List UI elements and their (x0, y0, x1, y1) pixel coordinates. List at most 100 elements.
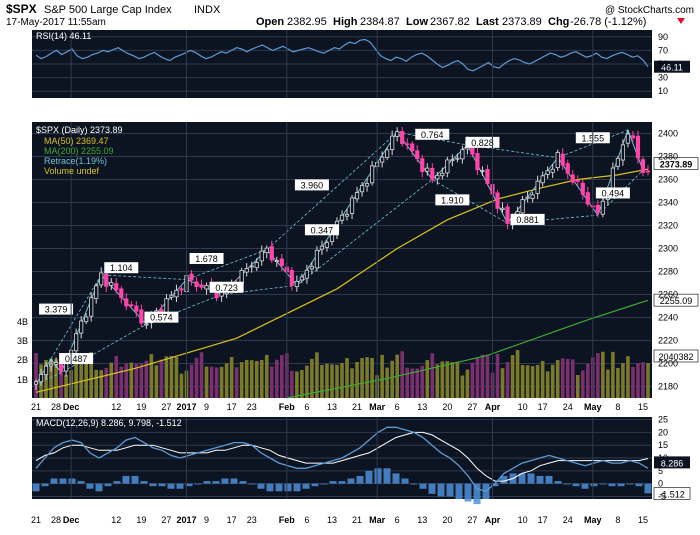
volume-bar (310, 358, 314, 398)
volume-bar (249, 360, 254, 398)
macd-tick-label: -5 (658, 491, 666, 501)
macd-histogram-bar (284, 483, 292, 492)
volume-bar (109, 362, 114, 398)
macd-histogram-bar (644, 483, 652, 494)
volume-bar (300, 369, 304, 398)
x-axis-label: 9 (204, 515, 209, 525)
volume-bar (621, 363, 625, 398)
down-arrow-icon (677, 18, 685, 24)
macd-histogram-bar (347, 478, 355, 484)
volume-bar (360, 358, 364, 398)
macd-histogram-bar (248, 483, 256, 485)
macd-histogram-bar (311, 483, 319, 487)
candle-body (475, 153, 480, 171)
x-axis-label: 12 (111, 515, 121, 525)
price-tick-label: 2320 (658, 221, 678, 231)
x-axis-label: 20 (442, 515, 452, 525)
macd-title: MACD(12,26,9) 8.286, 9.798, -1.512 (36, 418, 182, 428)
volume-bar (385, 367, 389, 398)
volume-bar (565, 358, 570, 398)
volume-bar (295, 371, 299, 398)
macd-histogram-bar (212, 481, 220, 484)
volume-bar (370, 357, 374, 398)
candle-body (279, 258, 284, 267)
x-axis-label: 24 (563, 402, 573, 412)
candle-body (555, 152, 560, 169)
macd-histogram-bar (176, 483, 184, 489)
x-axis-label: 2017 (176, 515, 196, 525)
rsi-value-label: 46.11 (661, 63, 683, 73)
price-tick-label: 2200 (658, 359, 678, 369)
macd-histogram-bar (464, 483, 472, 502)
candle-body (259, 250, 264, 262)
rsi-title: RSI(14) 46.11 (36, 31, 91, 41)
price-tick-label: 2340 (658, 198, 678, 208)
retrace-label: 1.678 (195, 254, 218, 264)
retrace-label: 0.347 (311, 225, 334, 235)
volume-bar (631, 366, 635, 398)
volume-bar (174, 356, 179, 398)
volume-bar (355, 361, 359, 398)
candle-body (525, 196, 530, 199)
volume-bar (575, 374, 580, 398)
candle-body (199, 284, 204, 288)
volume-bar (305, 365, 309, 398)
macd-histogram-bar (167, 483, 175, 489)
retrace-label: 0.723 (215, 283, 238, 293)
candle-body (74, 333, 79, 352)
candle-body (570, 174, 575, 183)
volume-bar (596, 353, 600, 398)
candle-body (595, 204, 600, 213)
volume-bar (199, 352, 204, 398)
ma50-line (35, 168, 649, 393)
volume-bar (119, 366, 124, 398)
volume-bar (626, 356, 630, 398)
candle-body (114, 283, 119, 291)
candle-body (630, 135, 636, 139)
volume-bar (545, 371, 550, 398)
x-axis-label: 27 (161, 515, 171, 525)
rsi-tick-label: 30 (658, 73, 668, 83)
retrace-label-box (415, 128, 450, 140)
macd-histogram-bar (599, 483, 607, 485)
volume-bar (570, 359, 575, 398)
x-axis-label: 21 (352, 515, 362, 525)
last-label: Last (476, 16, 499, 28)
retrace-label: 1.910 (441, 195, 464, 205)
volume-bar (274, 359, 279, 398)
x-axis-label: 27 (467, 402, 477, 412)
volume-bar (315, 352, 319, 398)
legend-retrace: Retrace(1.19%) (44, 156, 107, 166)
price-title: $SPX (Daily) 2373.89 (36, 125, 123, 135)
macd-histogram-bar (221, 478, 229, 484)
volume-bar (550, 364, 555, 398)
price-value-tag (653, 349, 699, 363)
candle-body (460, 149, 465, 160)
volume-bar (460, 375, 465, 398)
macd-histogram-bar (419, 483, 427, 489)
x-axis-label: 2017 (176, 402, 196, 412)
macd-histogram-bar (113, 481, 121, 484)
volume-bar (259, 359, 264, 398)
volume-bar (244, 359, 249, 398)
volume-bar (169, 356, 174, 398)
candle-body (415, 150, 420, 159)
exchange-label: INDX (194, 4, 221, 16)
open-value: 2382.95 (287, 16, 327, 28)
volume-bar (475, 357, 480, 398)
volume-bar (134, 363, 139, 398)
x-axis-label: 10 (518, 515, 528, 525)
candle-body (385, 149, 390, 158)
candle-body (400, 131, 405, 145)
price-panel (32, 122, 652, 398)
volume-bar (59, 359, 63, 398)
volume-bar (380, 354, 384, 398)
candle-body (48, 363, 54, 367)
macd-line (35, 426, 649, 493)
volume-bar (209, 366, 214, 398)
macd-histogram-bar (383, 468, 391, 484)
retrace-label-box (59, 353, 94, 365)
macd-histogram-bar (41, 483, 49, 487)
candle-body (585, 192, 590, 205)
